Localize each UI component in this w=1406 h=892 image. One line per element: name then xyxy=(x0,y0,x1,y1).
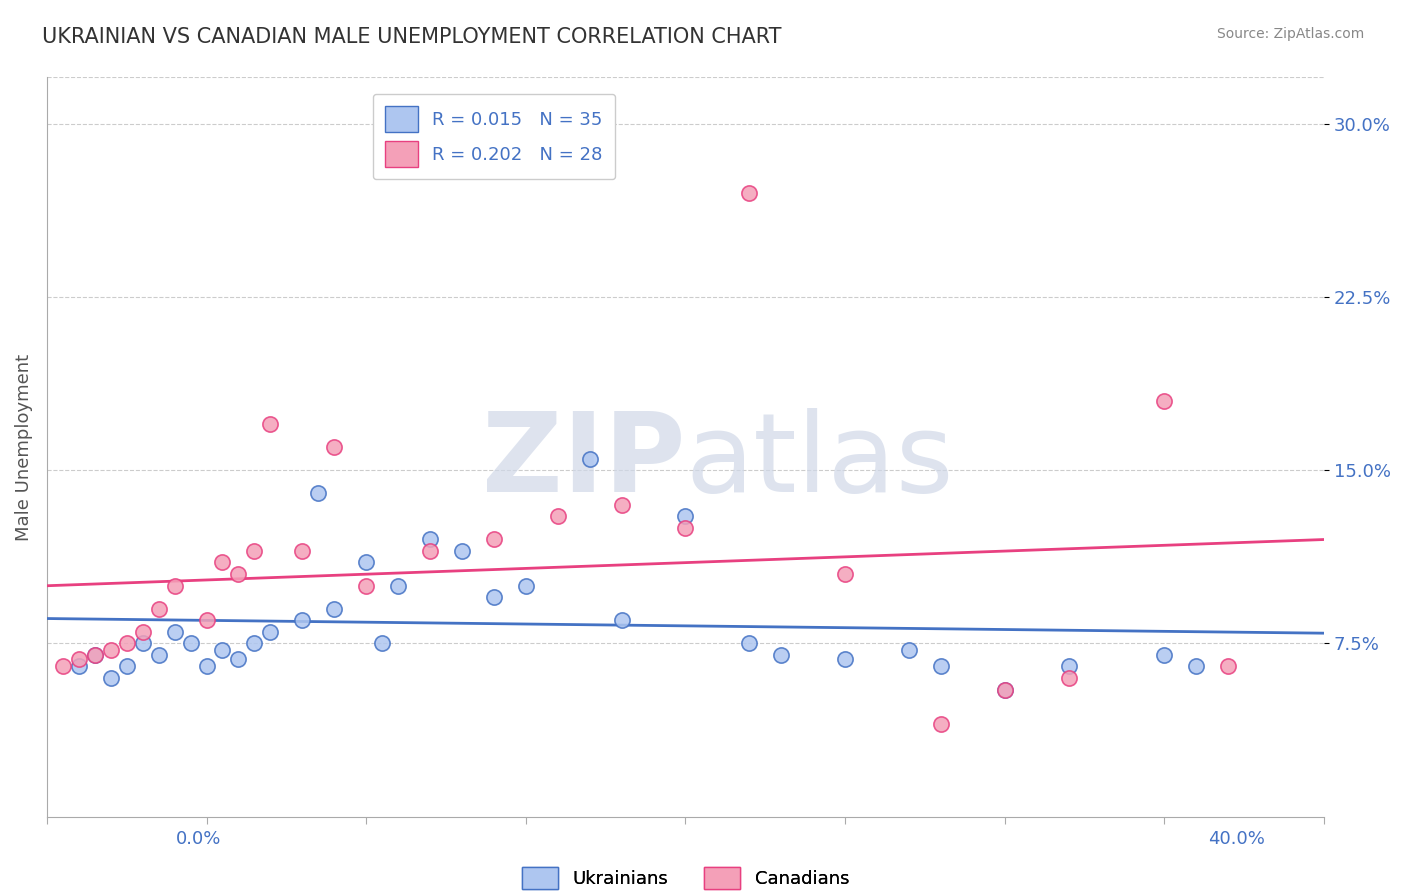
Point xyxy=(451,544,474,558)
Point xyxy=(929,659,952,673)
Point xyxy=(1216,659,1239,673)
Point xyxy=(738,186,761,200)
Point xyxy=(419,533,441,547)
Point xyxy=(834,652,856,666)
Point xyxy=(67,659,90,673)
Point xyxy=(211,556,233,570)
Point xyxy=(115,659,138,673)
Point xyxy=(929,717,952,731)
Point xyxy=(323,601,346,615)
Point xyxy=(148,648,170,662)
Point xyxy=(307,486,329,500)
Point xyxy=(387,578,409,592)
Point xyxy=(100,671,122,685)
Point xyxy=(228,652,250,666)
Point xyxy=(180,636,202,650)
Point xyxy=(323,440,346,454)
Text: ZIP: ZIP xyxy=(482,409,685,516)
Point xyxy=(1153,648,1175,662)
Point xyxy=(834,567,856,582)
Point xyxy=(673,509,696,524)
Point xyxy=(195,659,218,673)
Point xyxy=(228,567,250,582)
Point xyxy=(115,636,138,650)
Point xyxy=(131,636,153,650)
Point xyxy=(547,509,569,524)
Text: Source: ZipAtlas.com: Source: ZipAtlas.com xyxy=(1216,27,1364,41)
Text: atlas: atlas xyxy=(685,409,953,516)
Point xyxy=(163,578,186,592)
Point xyxy=(354,556,377,570)
Point xyxy=(897,643,920,657)
Point xyxy=(994,682,1017,697)
Point xyxy=(515,578,537,592)
Point xyxy=(1153,393,1175,408)
Point xyxy=(131,624,153,639)
Text: 40.0%: 40.0% xyxy=(1209,830,1265,847)
Point xyxy=(291,613,314,627)
Point xyxy=(673,521,696,535)
Text: 0.0%: 0.0% xyxy=(176,830,221,847)
Point xyxy=(419,544,441,558)
Point xyxy=(738,636,761,650)
Point xyxy=(211,643,233,657)
Point xyxy=(610,498,633,512)
Point xyxy=(1185,659,1208,673)
Point xyxy=(67,652,90,666)
Point xyxy=(163,624,186,639)
Point xyxy=(195,613,218,627)
Point xyxy=(770,648,793,662)
Y-axis label: Male Unemployment: Male Unemployment xyxy=(15,353,32,541)
Point xyxy=(371,636,394,650)
Point xyxy=(100,643,122,657)
Point xyxy=(578,451,600,466)
Point xyxy=(1057,659,1080,673)
Point xyxy=(259,417,281,431)
Point xyxy=(243,636,266,650)
Point xyxy=(52,659,75,673)
Point xyxy=(1057,671,1080,685)
Point xyxy=(148,601,170,615)
Point xyxy=(482,533,505,547)
Point xyxy=(610,613,633,627)
Point xyxy=(83,648,105,662)
Text: UKRAINIAN VS CANADIAN MALE UNEMPLOYMENT CORRELATION CHART: UKRAINIAN VS CANADIAN MALE UNEMPLOYMENT … xyxy=(42,27,782,46)
Point xyxy=(259,624,281,639)
Point xyxy=(83,648,105,662)
Point xyxy=(354,578,377,592)
Point xyxy=(243,544,266,558)
Point xyxy=(994,682,1017,697)
Legend: Ukrainians, Canadians: Ukrainians, Canadians xyxy=(515,860,856,892)
Point xyxy=(482,590,505,604)
Point xyxy=(291,544,314,558)
